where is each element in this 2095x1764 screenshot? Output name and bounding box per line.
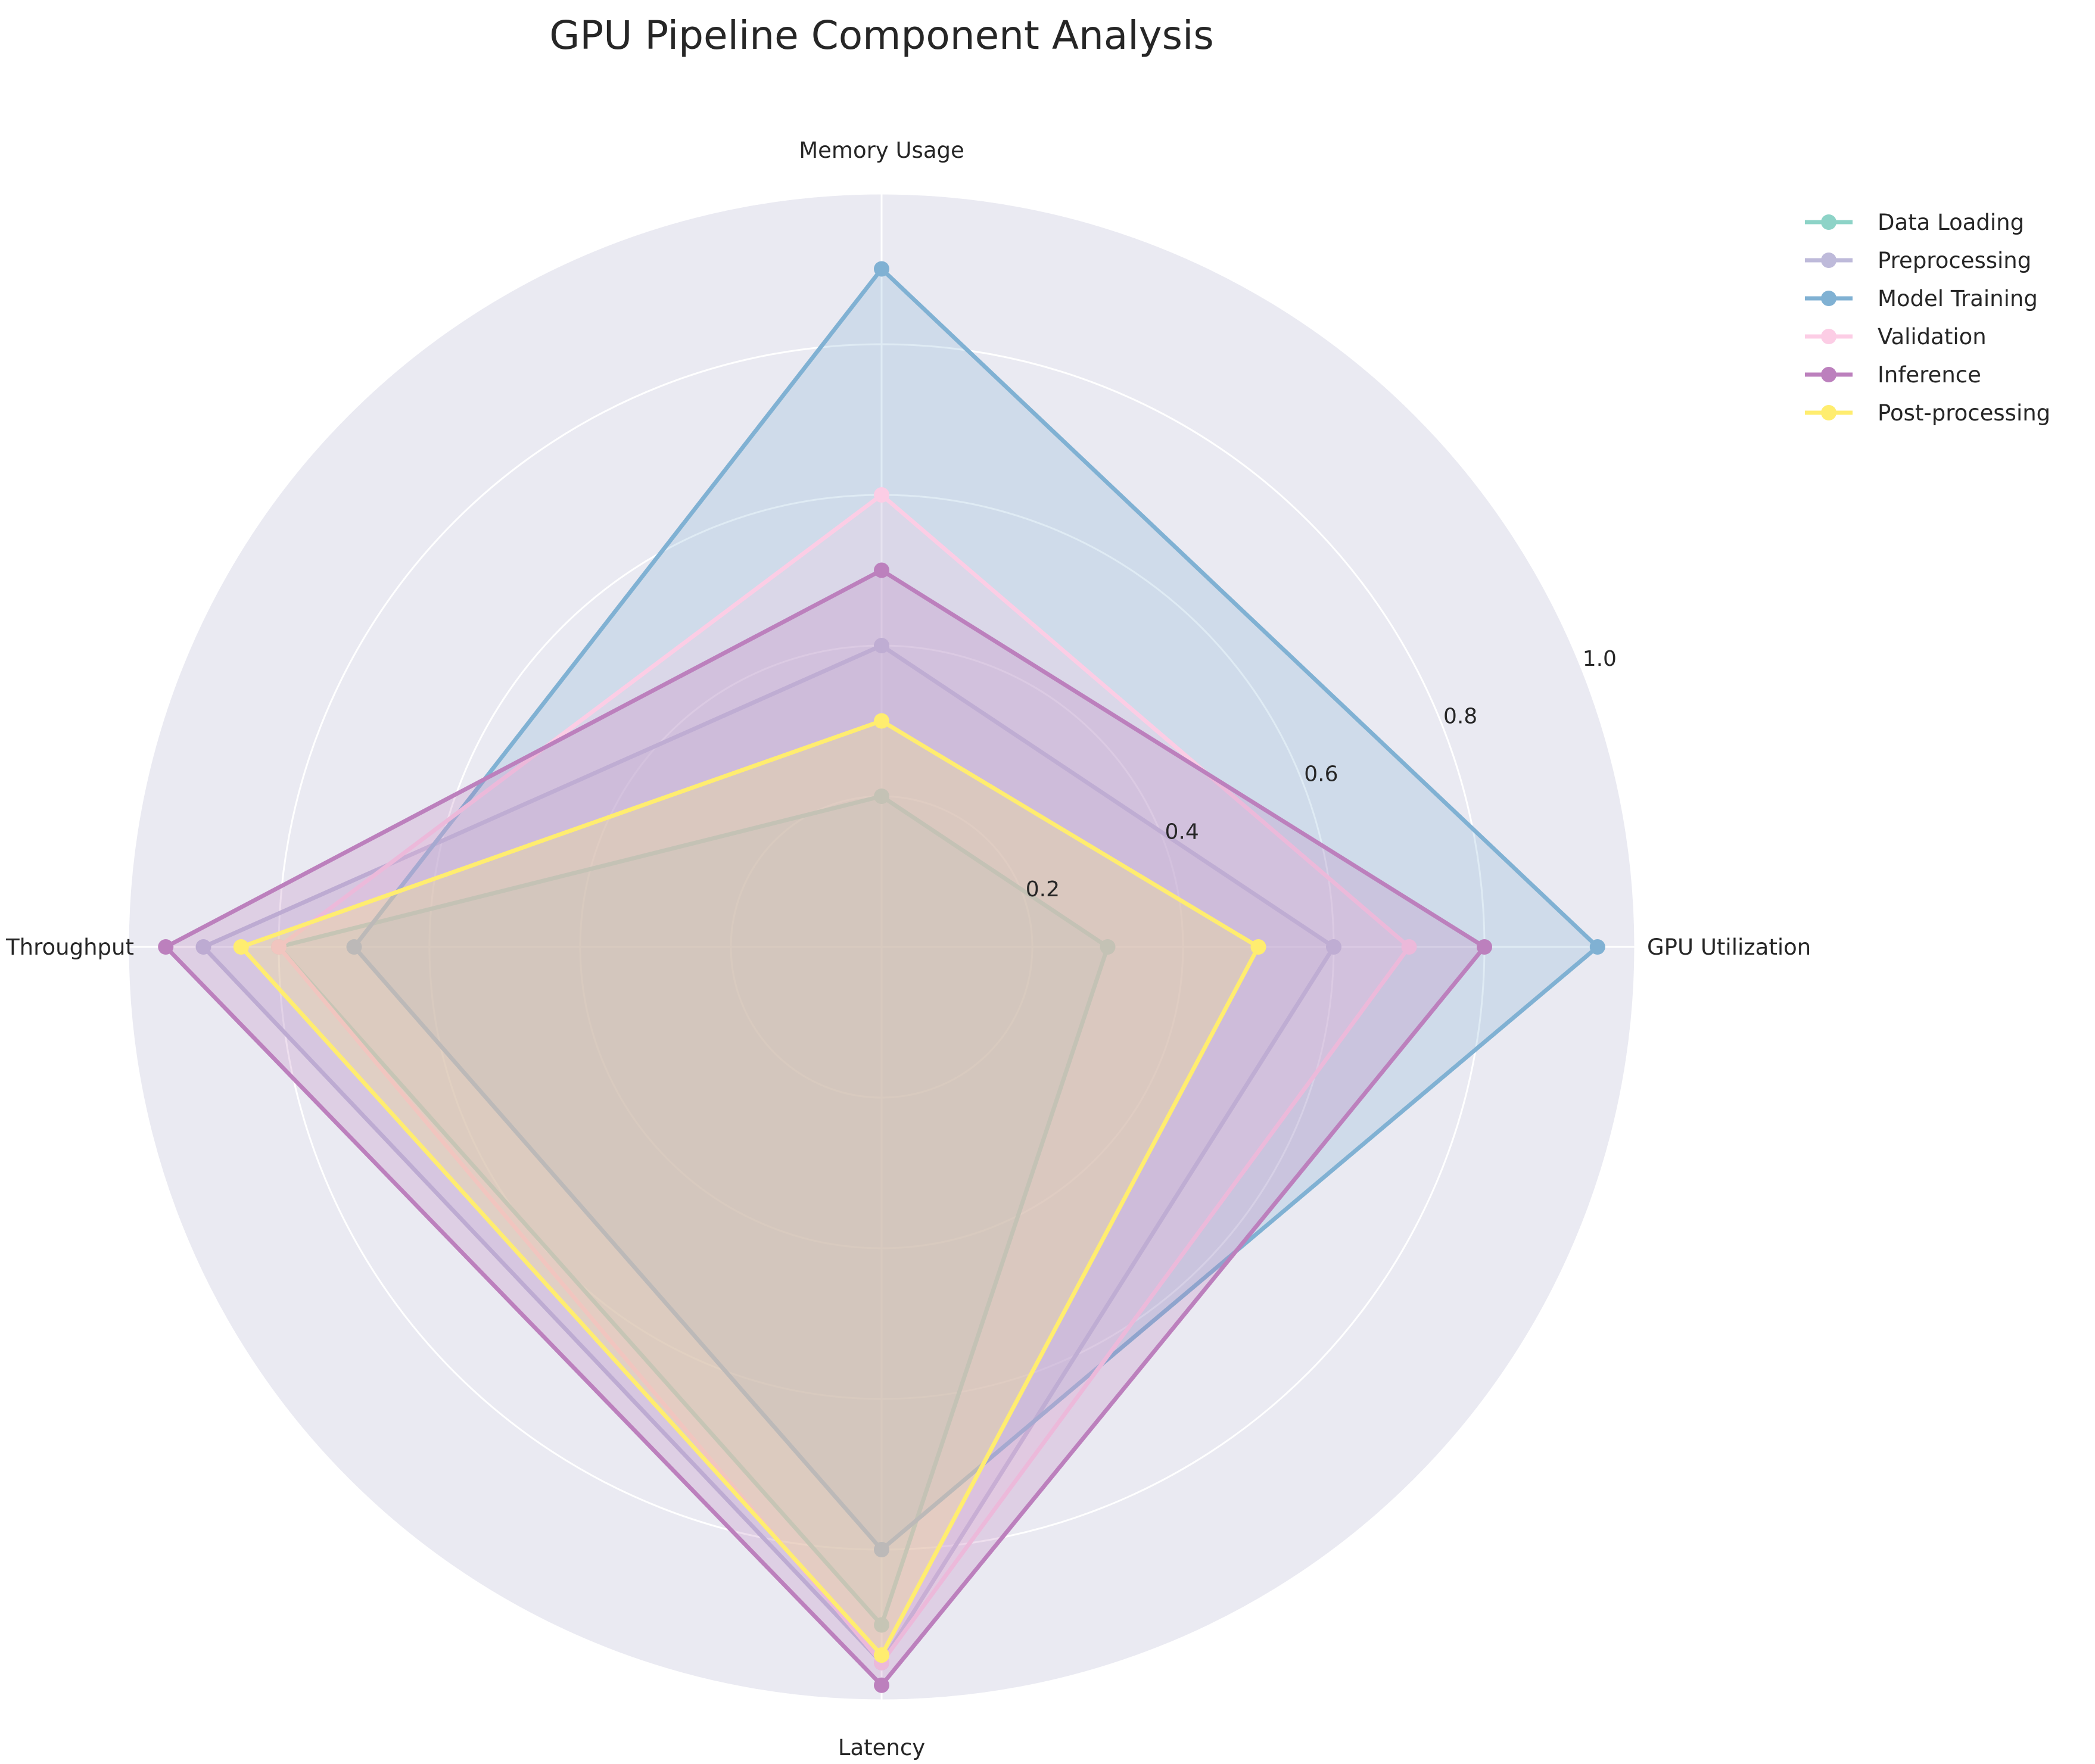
series-5-point-0 [1250, 939, 1266, 955]
series-5-point-2 [233, 939, 249, 955]
chart-title: GPU Pipeline Component Analysis [549, 13, 1214, 58]
series-layer [158, 261, 1605, 1693]
legend-marker-4 [1821, 367, 1836, 382]
legend-label-4: Inference [1878, 362, 1981, 388]
series-2-point-1 [874, 261, 889, 277]
axis-label-2: Throughput [5, 934, 134, 960]
legend-marker-5 [1821, 405, 1836, 420]
legend: Data Loading Preprocessing Model Training V… [1805, 210, 2050, 426]
legend-entry-3: Validation [1805, 324, 1987, 350]
series-1-point-2 [195, 939, 211, 955]
series-2 [346, 261, 1605, 1557]
series-2-point-0 [1589, 939, 1605, 955]
series-4 [158, 562, 1492, 1693]
radial-tick-0: 0.2 [1026, 877, 1060, 902]
legend-marker-1 [1821, 253, 1836, 268]
series-0-point-3 [874, 1617, 889, 1633]
axis-label-1: Memory Usage [799, 138, 964, 163]
axis-label-3: Latency [838, 1735, 925, 1760]
legend-entry-0: Data Loading [1805, 210, 2024, 235]
series-1-point-1 [874, 638, 889, 653]
series-fill-4 [166, 570, 1484, 1685]
legend-label-3: Validation [1878, 324, 1987, 350]
legend-entry-1: Preprocessing [1805, 248, 2031, 273]
series-fill-1 [203, 646, 1334, 1663]
series-0-point-0 [1100, 939, 1116, 955]
series-fill-0 [279, 796, 1108, 1625]
series-1-point-0 [1326, 939, 1341, 955]
radial-tick-4: 1.0 [1583, 647, 1617, 671]
legend-label-0: Data Loading [1878, 210, 2024, 235]
axis-labels: GPU Utilization Memory Usage Throughput Lat… [5, 138, 1811, 1760]
series-4-point-1 [874, 562, 889, 578]
series-fill-2 [354, 269, 1598, 1550]
series-4-point-0 [1477, 939, 1492, 955]
axis-label-0: GPU Utilization [1647, 934, 1811, 960]
series-0-point-1 [874, 788, 889, 804]
series-5-point-3 [874, 1647, 889, 1663]
legend-marker-3 [1821, 329, 1836, 344]
legend-entry-4: Inference [1805, 362, 1981, 388]
legend-label-2: Model Training [1878, 286, 2038, 311]
series-2-point-2 [346, 939, 362, 955]
series-4-point-3 [874, 1677, 889, 1693]
series-3-point-2 [271, 939, 287, 955]
legend-marker-2 [1821, 291, 1836, 306]
legend-entry-2: Model Training [1805, 286, 2038, 311]
series-5-point-1 [874, 713, 889, 729]
series-2-point-3 [874, 1542, 889, 1557]
series-3-point-0 [1401, 939, 1417, 955]
radial-tick-labels: 0.2 0.4 0.6 0.8 1.0 [1026, 647, 1617, 902]
legend-label-1: Preprocessing [1878, 248, 2031, 273]
series-fill-3 [279, 495, 1409, 1663]
radial-tick-2: 0.6 [1304, 762, 1338, 787]
radial-tick-3: 0.8 [1443, 705, 1477, 729]
legend-marker-0 [1821, 214, 1836, 230]
radial-tick-1: 0.4 [1165, 819, 1199, 844]
series-3-point-1 [874, 487, 889, 503]
series-5 [233, 713, 1266, 1663]
series-4-point-2 [158, 939, 174, 955]
legend-entry-5: Post-processing [1805, 400, 2050, 426]
legend-label-5: Post-processing [1878, 400, 2050, 426]
series-3 [271, 487, 1417, 1670]
